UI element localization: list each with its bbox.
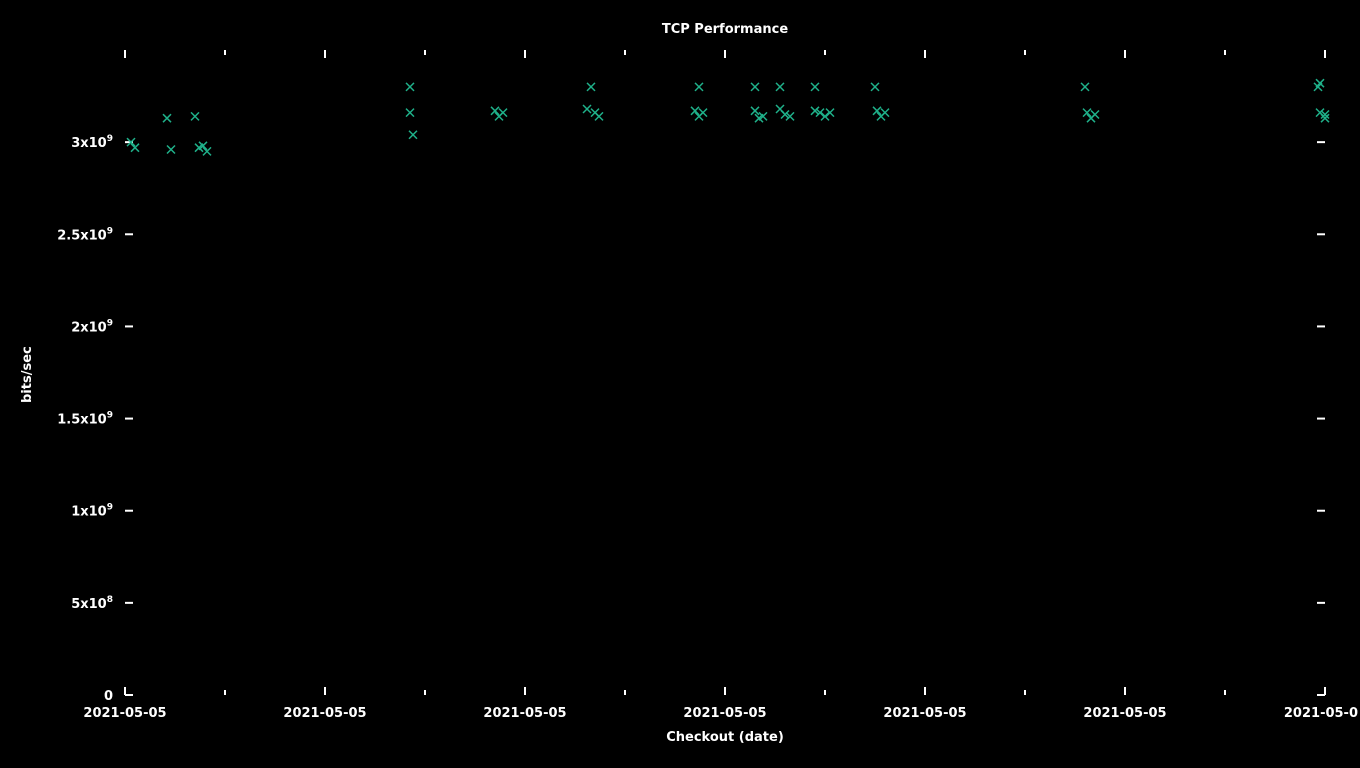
data-point — [583, 105, 591, 113]
data-point — [871, 83, 879, 91]
y-tick-label: 0 — [104, 689, 113, 704]
x-tick-label: 2021-05-05 — [1083, 706, 1166, 721]
data-point — [491, 107, 499, 115]
x-tick-label: 2021-05-05 — [283, 706, 366, 721]
data-point — [1081, 83, 1089, 91]
data-point — [191, 112, 199, 120]
data-point — [499, 109, 507, 117]
y-tick-label: 1.5x109 — [57, 411, 113, 428]
data-point — [881, 109, 889, 117]
y-tick-label: 5x108 — [71, 595, 113, 612]
data-point — [811, 83, 819, 91]
chart-svg: 0 5x108 1x109 1.5x109 2x109 2.5x109 3x109 2021-… — [0, 0, 1360, 768]
data-point — [695, 83, 703, 91]
data-point — [203, 147, 211, 155]
chart-container: { "chart": { "type": "scatter", "title":… — [0, 0, 1360, 768]
data-point — [1316, 79, 1324, 87]
data-point — [873, 107, 881, 115]
data-point — [131, 144, 139, 152]
data-point — [406, 109, 414, 117]
data-point — [751, 83, 759, 91]
data-point — [751, 107, 759, 115]
x-tick-label: 2021-05-05 — [683, 706, 766, 721]
data-point — [587, 83, 595, 91]
data-point — [826, 109, 834, 117]
y-tick-label: 3x109 — [71, 134, 113, 151]
x-tick-label: 2021-05-05 — [83, 706, 166, 721]
data-point — [821, 112, 829, 120]
data-point — [691, 107, 699, 115]
data-point — [699, 109, 707, 117]
data-point — [409, 131, 417, 139]
data-point — [1091, 111, 1099, 119]
data-point — [595, 112, 603, 120]
chart-title: TCP Performance — [662, 22, 788, 37]
data-point — [163, 114, 171, 122]
x-axis-label: Checkout (date) — [666, 730, 784, 745]
x-tick-label: 2021-05-05 — [483, 706, 566, 721]
data-point — [776, 83, 784, 91]
y-axis-label: bits/sec — [20, 346, 35, 403]
y-tick-label: 2.5x109 — [57, 226, 113, 243]
data-point — [406, 83, 414, 91]
data-point — [167, 146, 175, 154]
y-tick-label: 1x109 — [71, 503, 113, 520]
y-tick-label: 2x109 — [71, 318, 113, 335]
x-tick-label: 2021-05-05 — [883, 706, 966, 721]
x-tick-label: 2021-05-0 — [1284, 706, 1358, 721]
data-point — [1083, 109, 1091, 117]
